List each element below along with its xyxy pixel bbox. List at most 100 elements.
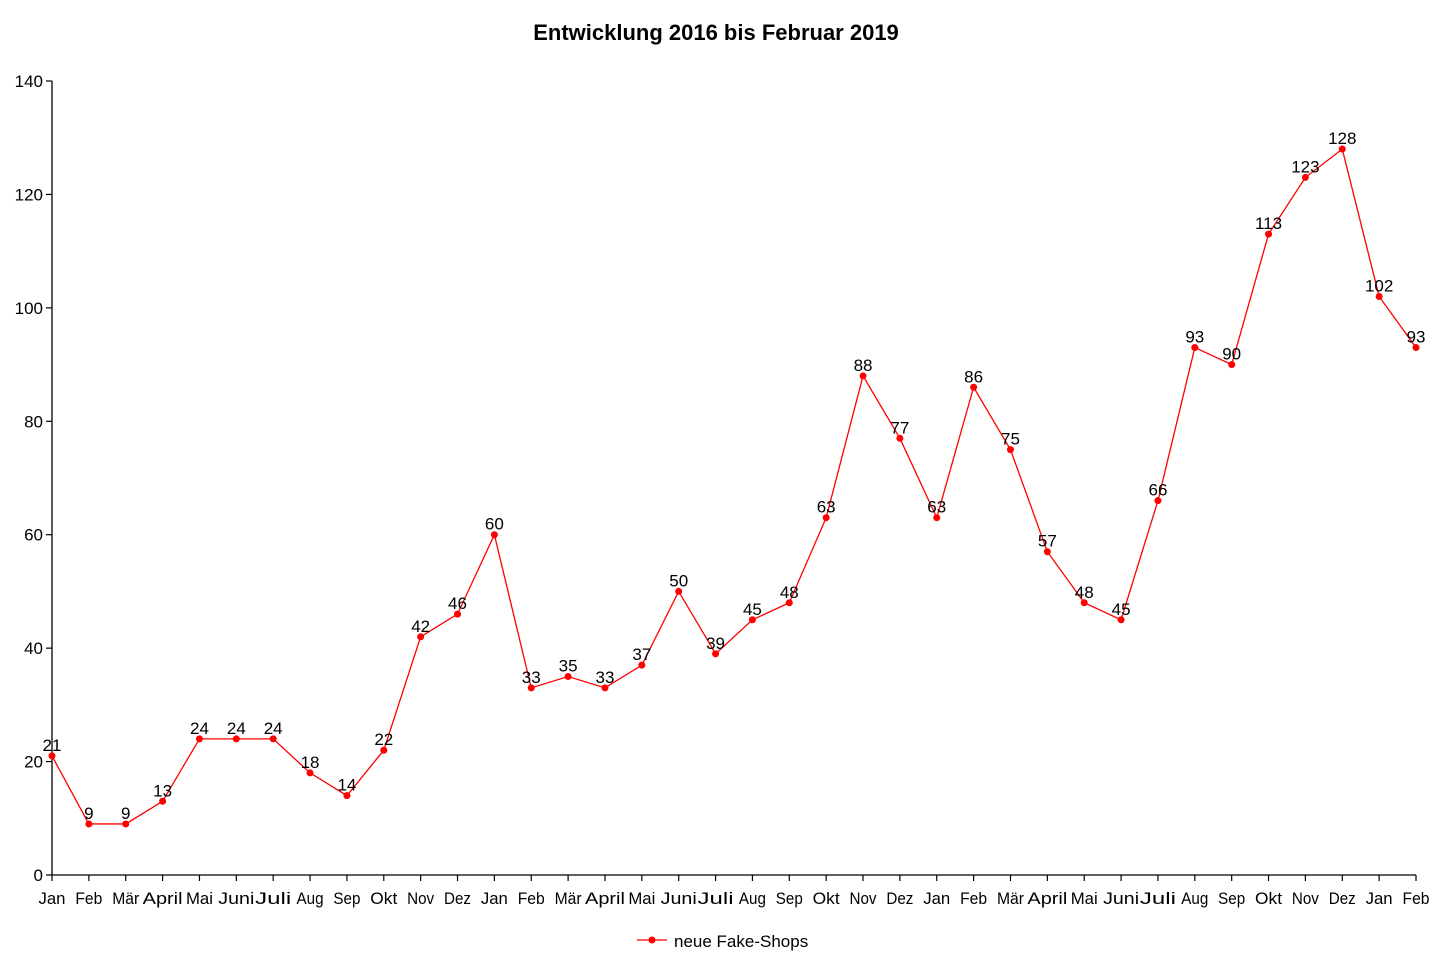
data-label: 22 [374,730,393,749]
data-point [1006,446,1014,454]
x-tick-label: Dez [1329,889,1356,908]
x-tick-label: Nov [850,889,877,908]
data-label: 75 [1001,430,1020,449]
y-tick-label: 100 [15,299,43,318]
data-point [195,735,203,743]
x-tick-label: Juli [255,889,291,908]
data-label: 33 [596,668,615,687]
series-layer: 21 9 9 13 24 24 24 18 14 22 42 46 60 33 35 33 37 50 39 45 48… [43,129,1426,828]
data-point [933,514,941,522]
x-tick-label: Nov [1292,889,1319,908]
data-point [159,797,167,805]
data-point [675,587,683,595]
data-point [527,684,535,692]
data-label: 24 [227,719,246,738]
data-label: 46 [448,594,467,613]
legend-marker [648,936,656,944]
data-label: 48 [780,583,799,602]
data-point [417,633,425,641]
x-tick-label: Sep [1218,889,1245,908]
x-tick-label: Mai [628,889,655,908]
x-tick-label: Aug [739,889,766,908]
x-tick-label: Jan [39,889,66,908]
data-point [601,684,609,692]
data-point [1412,344,1420,352]
y-tick-label: 120 [15,185,43,204]
data-label: 93 [1407,328,1426,347]
data-label: 123 [1291,157,1319,176]
x-tick-label: Aug [1181,889,1208,908]
data-point [1338,145,1346,153]
data-point [970,383,978,391]
data-label: 90 [1222,345,1241,364]
data-point [1301,173,1309,181]
data-point [48,752,56,760]
data-label: 35 [559,657,578,676]
x-tick-label: Jan [481,889,508,908]
data-label: 45 [743,600,762,619]
x-tick-label: Sep [333,889,360,908]
data-label: 63 [927,498,946,517]
x-tick-label: Feb [960,889,987,908]
chart-title: Entwicklung 2016 bis Februar 2019 [533,20,899,45]
x-tick-label: Jan [1366,889,1393,908]
data-label: 37 [632,645,651,664]
data-label: 42 [411,617,430,636]
data-point [490,531,498,539]
data-point [232,735,240,743]
data-point [306,769,314,777]
x-tick-label: Mär [997,889,1024,908]
data-label: 14 [337,776,356,795]
y-tick-label: 80 [24,412,43,431]
data-point [122,820,130,828]
data-point [896,434,904,442]
x-tick-label: Juli [1140,889,1176,908]
legend: neue Fake-Shops [637,932,808,951]
x-tick-label: April [585,889,625,908]
x-tick-label: April [1027,889,1067,908]
y-tick-label: 60 [24,526,43,545]
data-label: 9 [84,804,93,823]
data-point [85,820,93,828]
x-tick-label: Nov [407,889,434,908]
data-label: 57 [1038,532,1057,551]
x-tick-label: Mär [112,889,139,908]
data-point [269,735,277,743]
y-tick-label: 0 [34,866,43,885]
y-tick-label: 140 [15,72,43,91]
data-point [748,616,756,624]
data-label: 93 [1185,328,1204,347]
data-point [712,650,720,658]
data-label: 60 [485,515,504,534]
data-label: 24 [190,719,209,738]
x-tick-label: Juni [1103,889,1139,908]
x-tick-label: Okt [813,889,840,908]
data-label: 102 [1365,277,1393,296]
data-label: 33 [522,668,541,687]
x-tick-label: Jan [923,889,950,908]
data-point [343,792,351,800]
data-label: 9 [121,804,130,823]
x-tick-label: Juni [661,889,697,908]
x-tick-label: Feb [518,889,545,908]
data-point [1080,599,1088,607]
x-tick-label: Juli [698,889,734,908]
data-label: 24 [264,719,283,738]
x-tick-label: Dez [886,889,913,908]
data-label: 50 [669,571,688,590]
data-point [638,661,646,669]
data-label: 86 [964,367,983,386]
data-point [1154,497,1162,505]
data-label: 63 [817,498,836,517]
x-tick-label: Okt [1255,889,1282,908]
data-point [1375,293,1383,301]
x-tick-label: Mai [1071,889,1098,908]
data-point [822,514,830,522]
data-point [859,372,867,380]
data-point [1043,548,1051,556]
data-label: 13 [153,781,172,800]
data-point [1117,616,1125,624]
data-label: 48 [1075,583,1094,602]
x-tick-label: Feb [75,889,102,908]
